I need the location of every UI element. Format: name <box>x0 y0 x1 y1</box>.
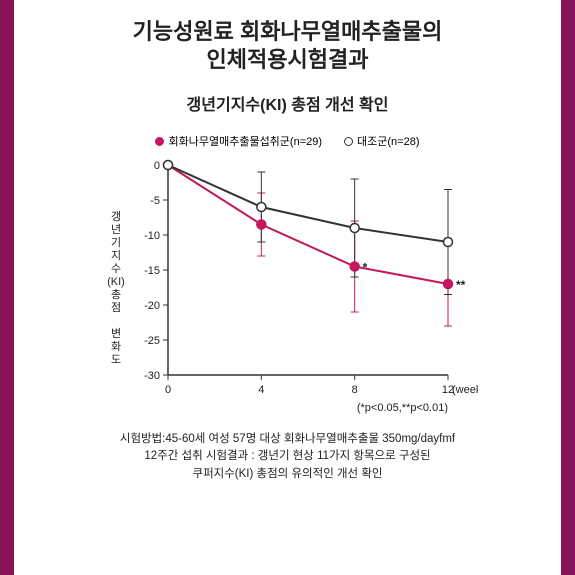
title-line1: 기능성원료 회화나무열매추출물의 <box>133 19 443 44</box>
legend-item-treatment: 회화나무열매추출물섭취군(n=29) <box>155 133 322 149</box>
svg-text:8: 8 <box>351 384 357 396</box>
svg-text:-10: -10 <box>144 230 160 242</box>
border-left <box>0 0 14 575</box>
svg-text:기: 기 <box>110 236 120 249</box>
footnote: 시험방법:45-60세 여성 57명 대상 회화나무열매추출물 350mg/da… <box>30 431 545 483</box>
footnote-line2: 12주간 섭취 시험결과 : 갱년기 현상 11가지 항목으로 구성된 <box>144 450 430 462</box>
legend-label-control: 대조군(n=28) <box>357 133 419 149</box>
border-right <box>561 0 575 575</box>
legend-label-treatment: 회화나무열매추출물섭취군(n=29) <box>168 133 322 149</box>
svg-text:*: * <box>362 261 367 275</box>
svg-text:-25: -25 <box>144 335 160 347</box>
chart-legend: 회화나무열매추출물섭취군(n=29) 대조군(n=28) <box>30 133 545 149</box>
svg-text:점: 점 <box>110 301 120 314</box>
svg-text:(KI): (KI) <box>107 276 125 288</box>
footnote-line3: 쿠퍼지수(KI) 총점의 유의적인 개선 확인 <box>192 468 382 480</box>
svg-text:(weeks): (weeks) <box>452 384 478 396</box>
svg-text:화: 화 <box>110 340 120 353</box>
svg-text:총: 총 <box>110 288 120 301</box>
svg-text:-5: -5 <box>150 195 160 207</box>
svg-text:변: 변 <box>110 327 120 340</box>
title-line2: 인체적용시험결과 <box>207 47 369 72</box>
subtitle: 갱년기지수(KI) 총점 개선 확인 <box>30 91 545 115</box>
legend-marker-control <box>344 137 353 146</box>
svg-text:-15: -15 <box>144 265 160 277</box>
page-title: 기능성원료 회화나무열매추출물의 인체적용시험결과 <box>30 18 545 73</box>
chart-svg: 0-5-10-15-20-25-3004812(weeks)갱년기지수(KI)총… <box>98 155 478 415</box>
svg-text:수: 수 <box>110 262 120 275</box>
svg-text:지: 지 <box>110 249 120 262</box>
svg-text:년: 년 <box>110 223 120 236</box>
content: 기능성원료 회화나무열매추출물의 인체적용시험결과 갱년기지수(KI) 총점 개… <box>0 0 575 483</box>
svg-text:도: 도 <box>110 354 120 366</box>
svg-text:-20: -20 <box>144 300 160 312</box>
svg-text:(*p<0.05,**p<0.01): (*p<0.05,**p<0.01) <box>356 402 447 414</box>
svg-text:갱: 갱 <box>110 210 120 223</box>
svg-text:0: 0 <box>164 384 170 396</box>
footnote-line1: 시험방법:45-60세 여성 57명 대상 회화나무열매추출물 350mg/da… <box>120 433 455 445</box>
chart: 0-5-10-15-20-25-3004812(weeks)갱년기지수(KI)총… <box>98 155 478 415</box>
svg-text:-30: -30 <box>144 370 160 382</box>
legend-item-control: 대조군(n=28) <box>344 133 419 149</box>
svg-text:0: 0 <box>153 160 159 172</box>
svg-text:4: 4 <box>258 384 264 396</box>
legend-marker-treatment <box>155 137 164 146</box>
svg-text:**: ** <box>456 278 466 292</box>
